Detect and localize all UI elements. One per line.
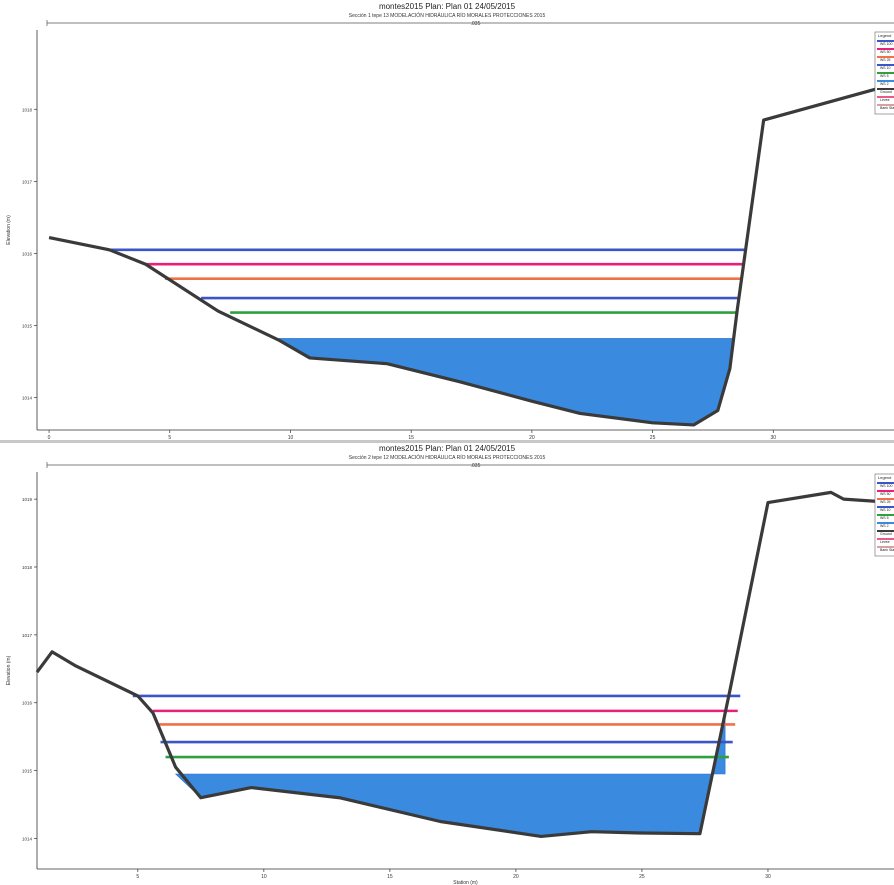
legend-item: WS 2 [880, 524, 889, 528]
cross-section-chart-1: montes2015 Plan: Plan 01 24/05/2015 Secci… [0, 0, 894, 441]
x-tick-label: 30 [765, 874, 771, 880]
cross-section-chart-2: montes2015 Plan: Plan 01 24/05/2015 Secci… [0, 442, 894, 885]
y-tick-label: 1016 [22, 701, 33, 706]
y-tick-label: 1017 [22, 633, 33, 638]
legend-item: Ground [880, 90, 892, 94]
legend-item: WS 2 [880, 82, 889, 86]
x-axis-label: Station (m) [453, 880, 478, 885]
legend-title: Legend [878, 33, 891, 38]
chart-divider [0, 440, 894, 443]
ground-line [48, 82, 894, 427]
y-tick-label: 1014 [22, 836, 33, 841]
cross-section-svg-2: montes2015 Plan: Plan 01 24/05/2015Secci… [6, 444, 894, 885]
x-tick-label: 15 [408, 435, 414, 441]
legend: Legend WS 100 WS 50 WS 25 WS 10 WS 5 WS 2 Groun… [874, 473, 894, 557]
legend-item: WS 100 [880, 484, 893, 488]
water-fill-ws-2 [174, 713, 726, 837]
legend-item: Bank Sta [880, 106, 894, 110]
x-tick-label: 5 [168, 435, 171, 441]
chart-title: montes2015 Plan: Plan 01 24/05/2015 [379, 444, 516, 453]
x-tick-label: 20 [529, 435, 535, 441]
legend-item: WS 50 [880, 492, 891, 496]
x-tick-label: 20 [513, 874, 519, 880]
legend-item: Levee [880, 98, 890, 102]
x-tick-label: 30 [771, 435, 777, 441]
y-tick-label: 1015 [22, 769, 33, 774]
manning-n-label: .035 [471, 21, 481, 27]
chart-subtitle: Sección 2 tepe 12 MODELACIÓN HIDRÁULICA … [349, 454, 546, 461]
x-tick-label: 0 [48, 435, 51, 441]
legend-item: WS 5 [880, 74, 889, 78]
legend-item: Ground [880, 532, 892, 536]
y-tick-label: 1014 [22, 396, 33, 401]
chart-title: montes2015 Plan: Plan 01 24/05/2015 [379, 2, 516, 11]
y-tick-label: 1018 [22, 565, 33, 570]
x-tick-label: 10 [261, 874, 267, 880]
legend-item: Bank Sta [880, 548, 894, 552]
water-fill-ws-2 [273, 338, 734, 426]
x-tick-label: 25 [639, 874, 645, 880]
legend-item: Levee [880, 540, 890, 544]
y-tick-label: 1016 [22, 251, 33, 256]
cross-section-svg-1: montes2015 Plan: Plan 01 24/05/2015Secci… [6, 2, 894, 441]
x-tick-label: 5 [136, 874, 139, 880]
y-tick-label: 1015 [22, 323, 33, 328]
y-axis-label: Elevation (m) [6, 215, 12, 245]
y-tick-label: 1018 [22, 107, 33, 112]
legend-item: WS 25 [880, 500, 891, 504]
legend-item: WS 25 [880, 58, 891, 62]
chart-subtitle: Sección 1 tepe 13 MODELACIÓN HIDRÁULICA … [349, 12, 546, 19]
y-tick-label: 1019 [22, 497, 33, 502]
legend-item: WS 10 [880, 66, 891, 70]
legend-item: WS 50 [880, 50, 891, 54]
x-tick-label: 10 [288, 435, 294, 441]
legend-item: WS 5 [880, 516, 889, 520]
legend: Legend WS 100 WS 50 WS 25 WS 10 WS 5 WS 2 Groun… [874, 31, 894, 115]
y-tick-label: 1017 [22, 179, 33, 184]
ground-line [35, 490, 894, 839]
x-tick-label: 25 [650, 435, 656, 441]
manning-n-label: .035 [471, 463, 481, 469]
legend-item: WS 100 [880, 42, 893, 46]
legend-item: WS 10 [880, 508, 891, 512]
legend-title: Legend [878, 475, 891, 480]
x-tick-label: 15 [387, 874, 393, 880]
y-axis-label: Elevation (m) [6, 655, 12, 685]
